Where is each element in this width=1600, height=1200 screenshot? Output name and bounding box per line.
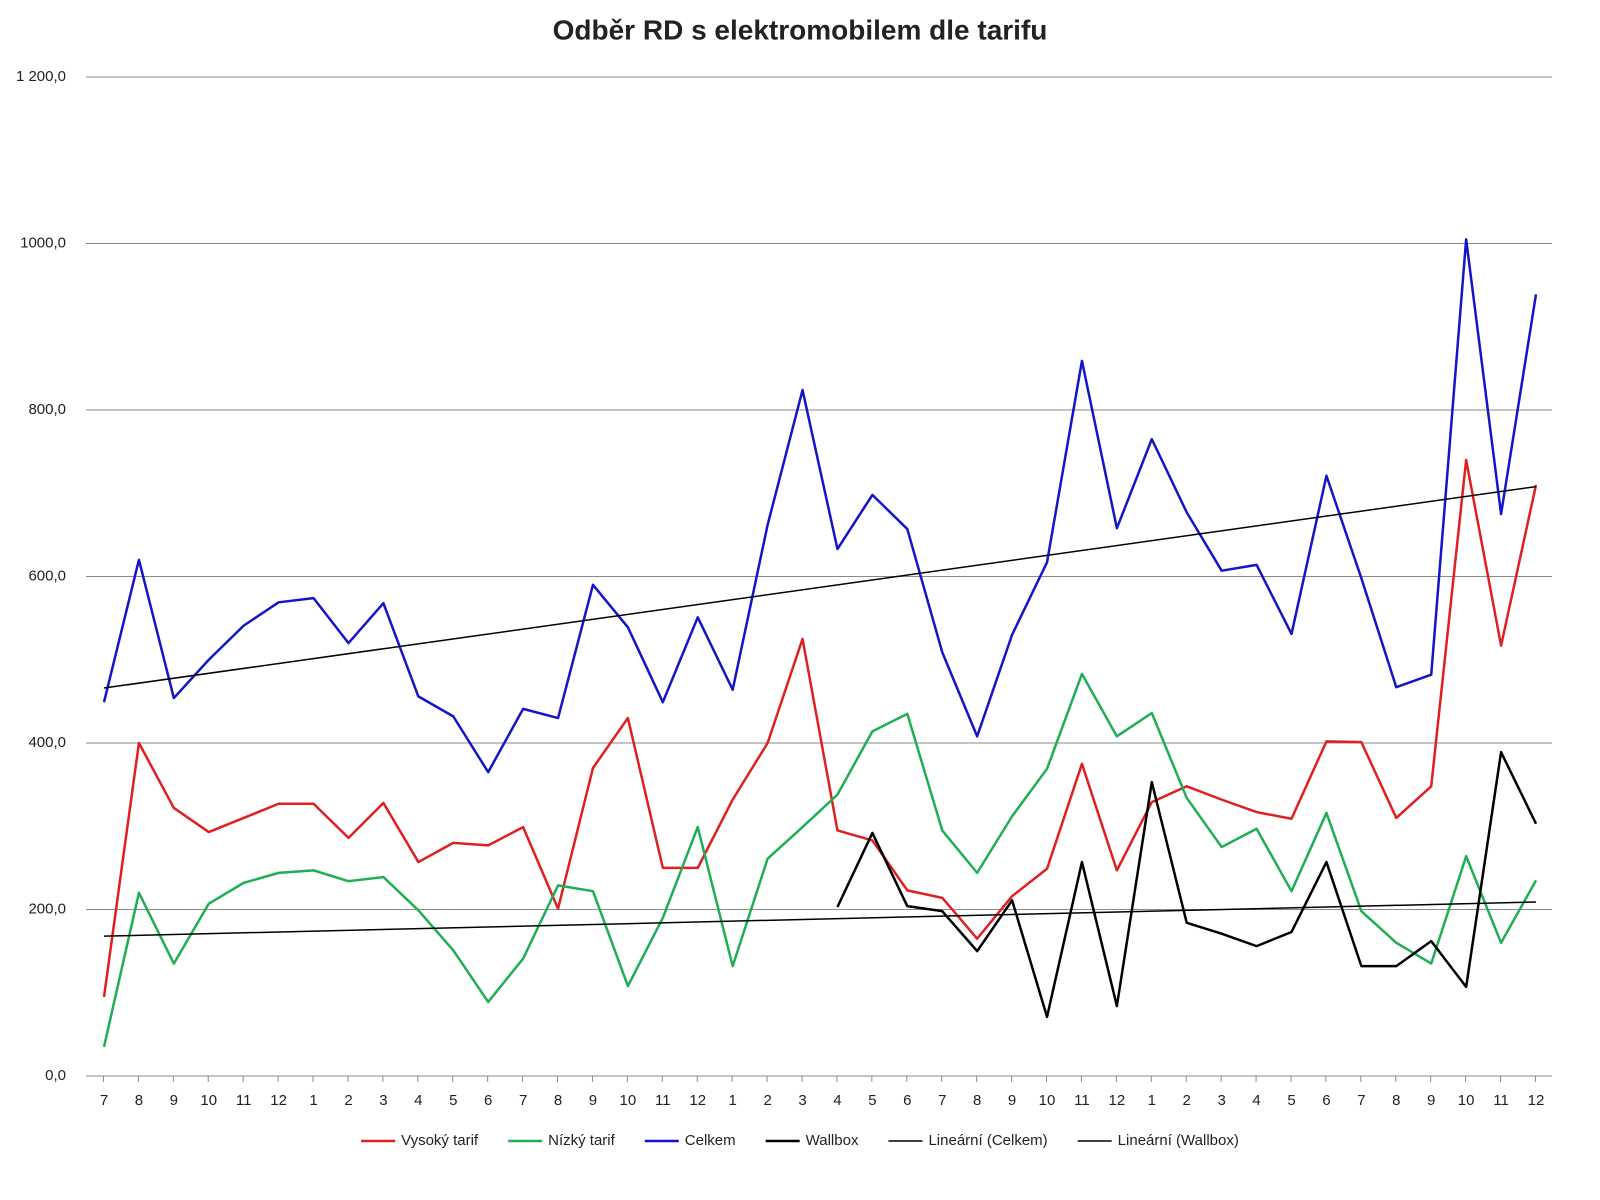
x-tick-label: 8 — [1392, 1092, 1400, 1109]
legend-label: Wallbox — [806, 1132, 859, 1149]
x-tick-label: 5 — [868, 1092, 876, 1109]
x-tick-label: 6 — [484, 1092, 492, 1109]
x-tick-label: 10 — [200, 1092, 217, 1109]
x-tick-label: 6 — [1322, 1092, 1330, 1109]
x-tick-label: 8 — [973, 1092, 981, 1109]
legend-label: Lineární (Celkem) — [928, 1132, 1047, 1149]
x-tick-label: 12 — [270, 1092, 287, 1109]
y-tick-label: 1000,0 — [20, 234, 66, 251]
x-tick-label: 11 — [1493, 1092, 1509, 1109]
y-tick-label: 0,0 — [45, 1067, 66, 1084]
x-tick-label: 3 — [1217, 1092, 1225, 1109]
x-tick-label: 7 — [938, 1092, 946, 1109]
y-tick-label: 800,0 — [28, 401, 66, 418]
x-tick-label: 11 — [1074, 1092, 1090, 1109]
x-tick-label: 4 — [1252, 1092, 1260, 1109]
x-tick-label: 4 — [414, 1092, 422, 1109]
legend-label: Celkem — [685, 1132, 736, 1149]
x-tick-label: 10 — [620, 1092, 637, 1109]
x-tick-label: 11 — [655, 1092, 671, 1109]
series-line — [102, 238, 1538, 774]
x-tick-label: 12 — [1109, 1092, 1126, 1109]
series-line — [102, 458, 1538, 998]
x-tick-label: 1 — [1148, 1092, 1156, 1109]
x-tick-label: 9 — [589, 1092, 597, 1109]
x-tick-label: 2 — [763, 1092, 771, 1109]
x-tick-label: 3 — [798, 1092, 806, 1109]
x-tick-label: 6 — [903, 1092, 911, 1109]
x-tick-label: 7 — [100, 1092, 108, 1109]
x-tick-label: 2 — [1183, 1092, 1191, 1109]
x-tick-label: 10 — [1039, 1092, 1056, 1109]
y-tick-label: 600,0 — [28, 567, 66, 584]
x-tick-label: 9 — [170, 1092, 178, 1109]
x-tick-label: 11 — [236, 1092, 252, 1109]
x-tick-label: 8 — [554, 1092, 562, 1109]
x-tick-label: 12 — [1528, 1092, 1545, 1109]
y-tick-label: 200,0 — [28, 900, 66, 917]
x-tick-label: 2 — [344, 1092, 352, 1109]
x-tick-label: 1 — [309, 1092, 317, 1109]
x-tick-label: 4 — [833, 1092, 841, 1109]
legend-label: Nízký tarif — [548, 1132, 616, 1149]
trend-line — [103, 901, 1537, 937]
series-line — [836, 750, 1538, 1019]
chart-title: Odběr RD s elektromobilem dle tarifu — [553, 14, 1048, 45]
x-tick-label: 1 — [729, 1092, 737, 1109]
trend-line — [103, 485, 1537, 689]
x-tick-label: 5 — [449, 1092, 457, 1109]
legend-label: Lineární (Wallbox) — [1118, 1132, 1239, 1149]
x-tick-label: 3 — [379, 1092, 387, 1109]
x-tick-label: 9 — [1427, 1092, 1435, 1109]
y-tick-label: 400,0 — [28, 734, 66, 751]
x-tick-label: 8 — [135, 1092, 143, 1109]
x-tick-label: 7 — [1357, 1092, 1365, 1109]
series-line — [102, 672, 1538, 1048]
x-tick-label: 12 — [689, 1092, 706, 1109]
x-tick-label: 7 — [519, 1092, 527, 1109]
y-tick-label: 1 200,0 — [16, 68, 66, 85]
x-tick-label: 5 — [1287, 1092, 1295, 1109]
x-tick-label: 10 — [1458, 1092, 1475, 1109]
legend-label: Vysoký tarif — [401, 1132, 479, 1149]
x-tick-label: 9 — [1008, 1092, 1016, 1109]
